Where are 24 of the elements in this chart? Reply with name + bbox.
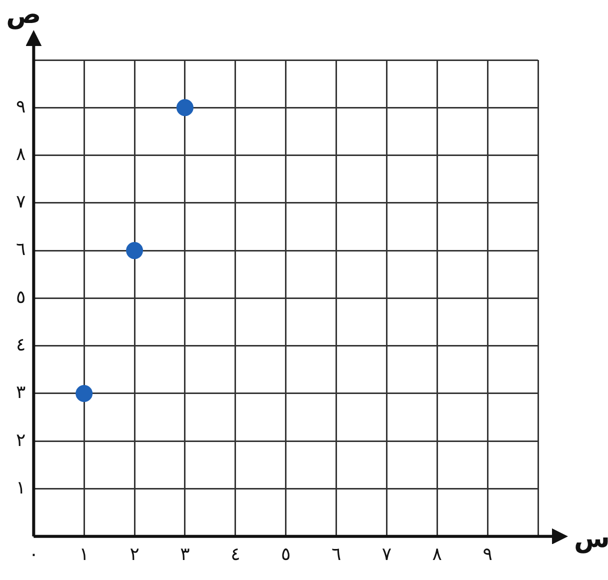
y-tick-label: ٤ bbox=[16, 334, 26, 356]
y-tick-label: ٢ bbox=[16, 430, 26, 451]
x-tick-label: ٦ bbox=[331, 544, 342, 565]
y-tick-label: ٨ bbox=[16, 144, 26, 165]
point bbox=[126, 242, 144, 260]
y-tick-label: ٧ bbox=[16, 192, 26, 213]
y-axis-title: ص bbox=[6, 0, 42, 30]
y-tick-label: ٣ bbox=[16, 382, 26, 404]
x-tick-label: ٠ bbox=[28, 544, 39, 565]
x-tick-label: ٢ bbox=[130, 544, 140, 565]
point bbox=[176, 99, 194, 116]
x-axis-title: س bbox=[574, 524, 608, 554]
x-tick-label: ٩ bbox=[482, 544, 492, 565]
x-tick-label: ٣ bbox=[180, 544, 190, 565]
x-tick-label: ١ bbox=[79, 544, 89, 565]
y-tick-label: ٥ bbox=[16, 286, 26, 308]
y-tick-label: ٩ bbox=[16, 96, 26, 118]
y-tick-label: ١ bbox=[16, 477, 26, 498]
point bbox=[76, 384, 93, 402]
y-tick-label: ٦ bbox=[16, 239, 26, 260]
x-tick-label: ٤ bbox=[230, 544, 240, 565]
x-tick-label: ٥ bbox=[281, 544, 291, 565]
x-tick-label: ٧ bbox=[382, 544, 392, 565]
x-tick-label: ٨ bbox=[432, 544, 442, 565]
